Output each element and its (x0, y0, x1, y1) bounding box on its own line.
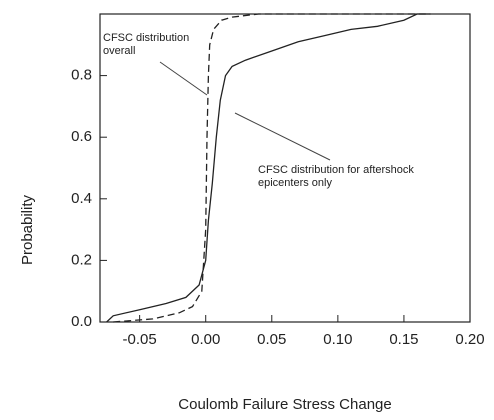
y-tick-label: 0.6 (71, 128, 92, 145)
x-tick-label: 0.00 (191, 331, 220, 348)
plot-frame (99, 13, 471, 323)
y-tick-label: 0.2 (71, 251, 92, 268)
x-tick-label: 0.10 (323, 331, 352, 348)
cdf-line (113, 13, 431, 323)
leader-line (234, 112, 331, 161)
x-axis-label: Coulomb Failure Stress Change (178, 396, 391, 413)
x-tick-label: 0.15 (389, 331, 418, 348)
y-tick-label: 0.8 (71, 67, 92, 84)
annotation: CFSC distribution overall (103, 32, 190, 57)
y-axis-label: Probability (19, 194, 36, 265)
annotation: CFSC distribution for aftershock epicent… (258, 164, 414, 189)
y-tick-label: 0.0 (71, 313, 92, 330)
cdf-line (106, 13, 431, 323)
x-tick-label: -0.05 (123, 331, 157, 348)
leader-line (159, 61, 208, 96)
y-tick-label: 0.4 (71, 190, 92, 207)
x-tick-label: 0.05 (257, 331, 286, 348)
x-tick-label: 0.20 (455, 331, 484, 348)
